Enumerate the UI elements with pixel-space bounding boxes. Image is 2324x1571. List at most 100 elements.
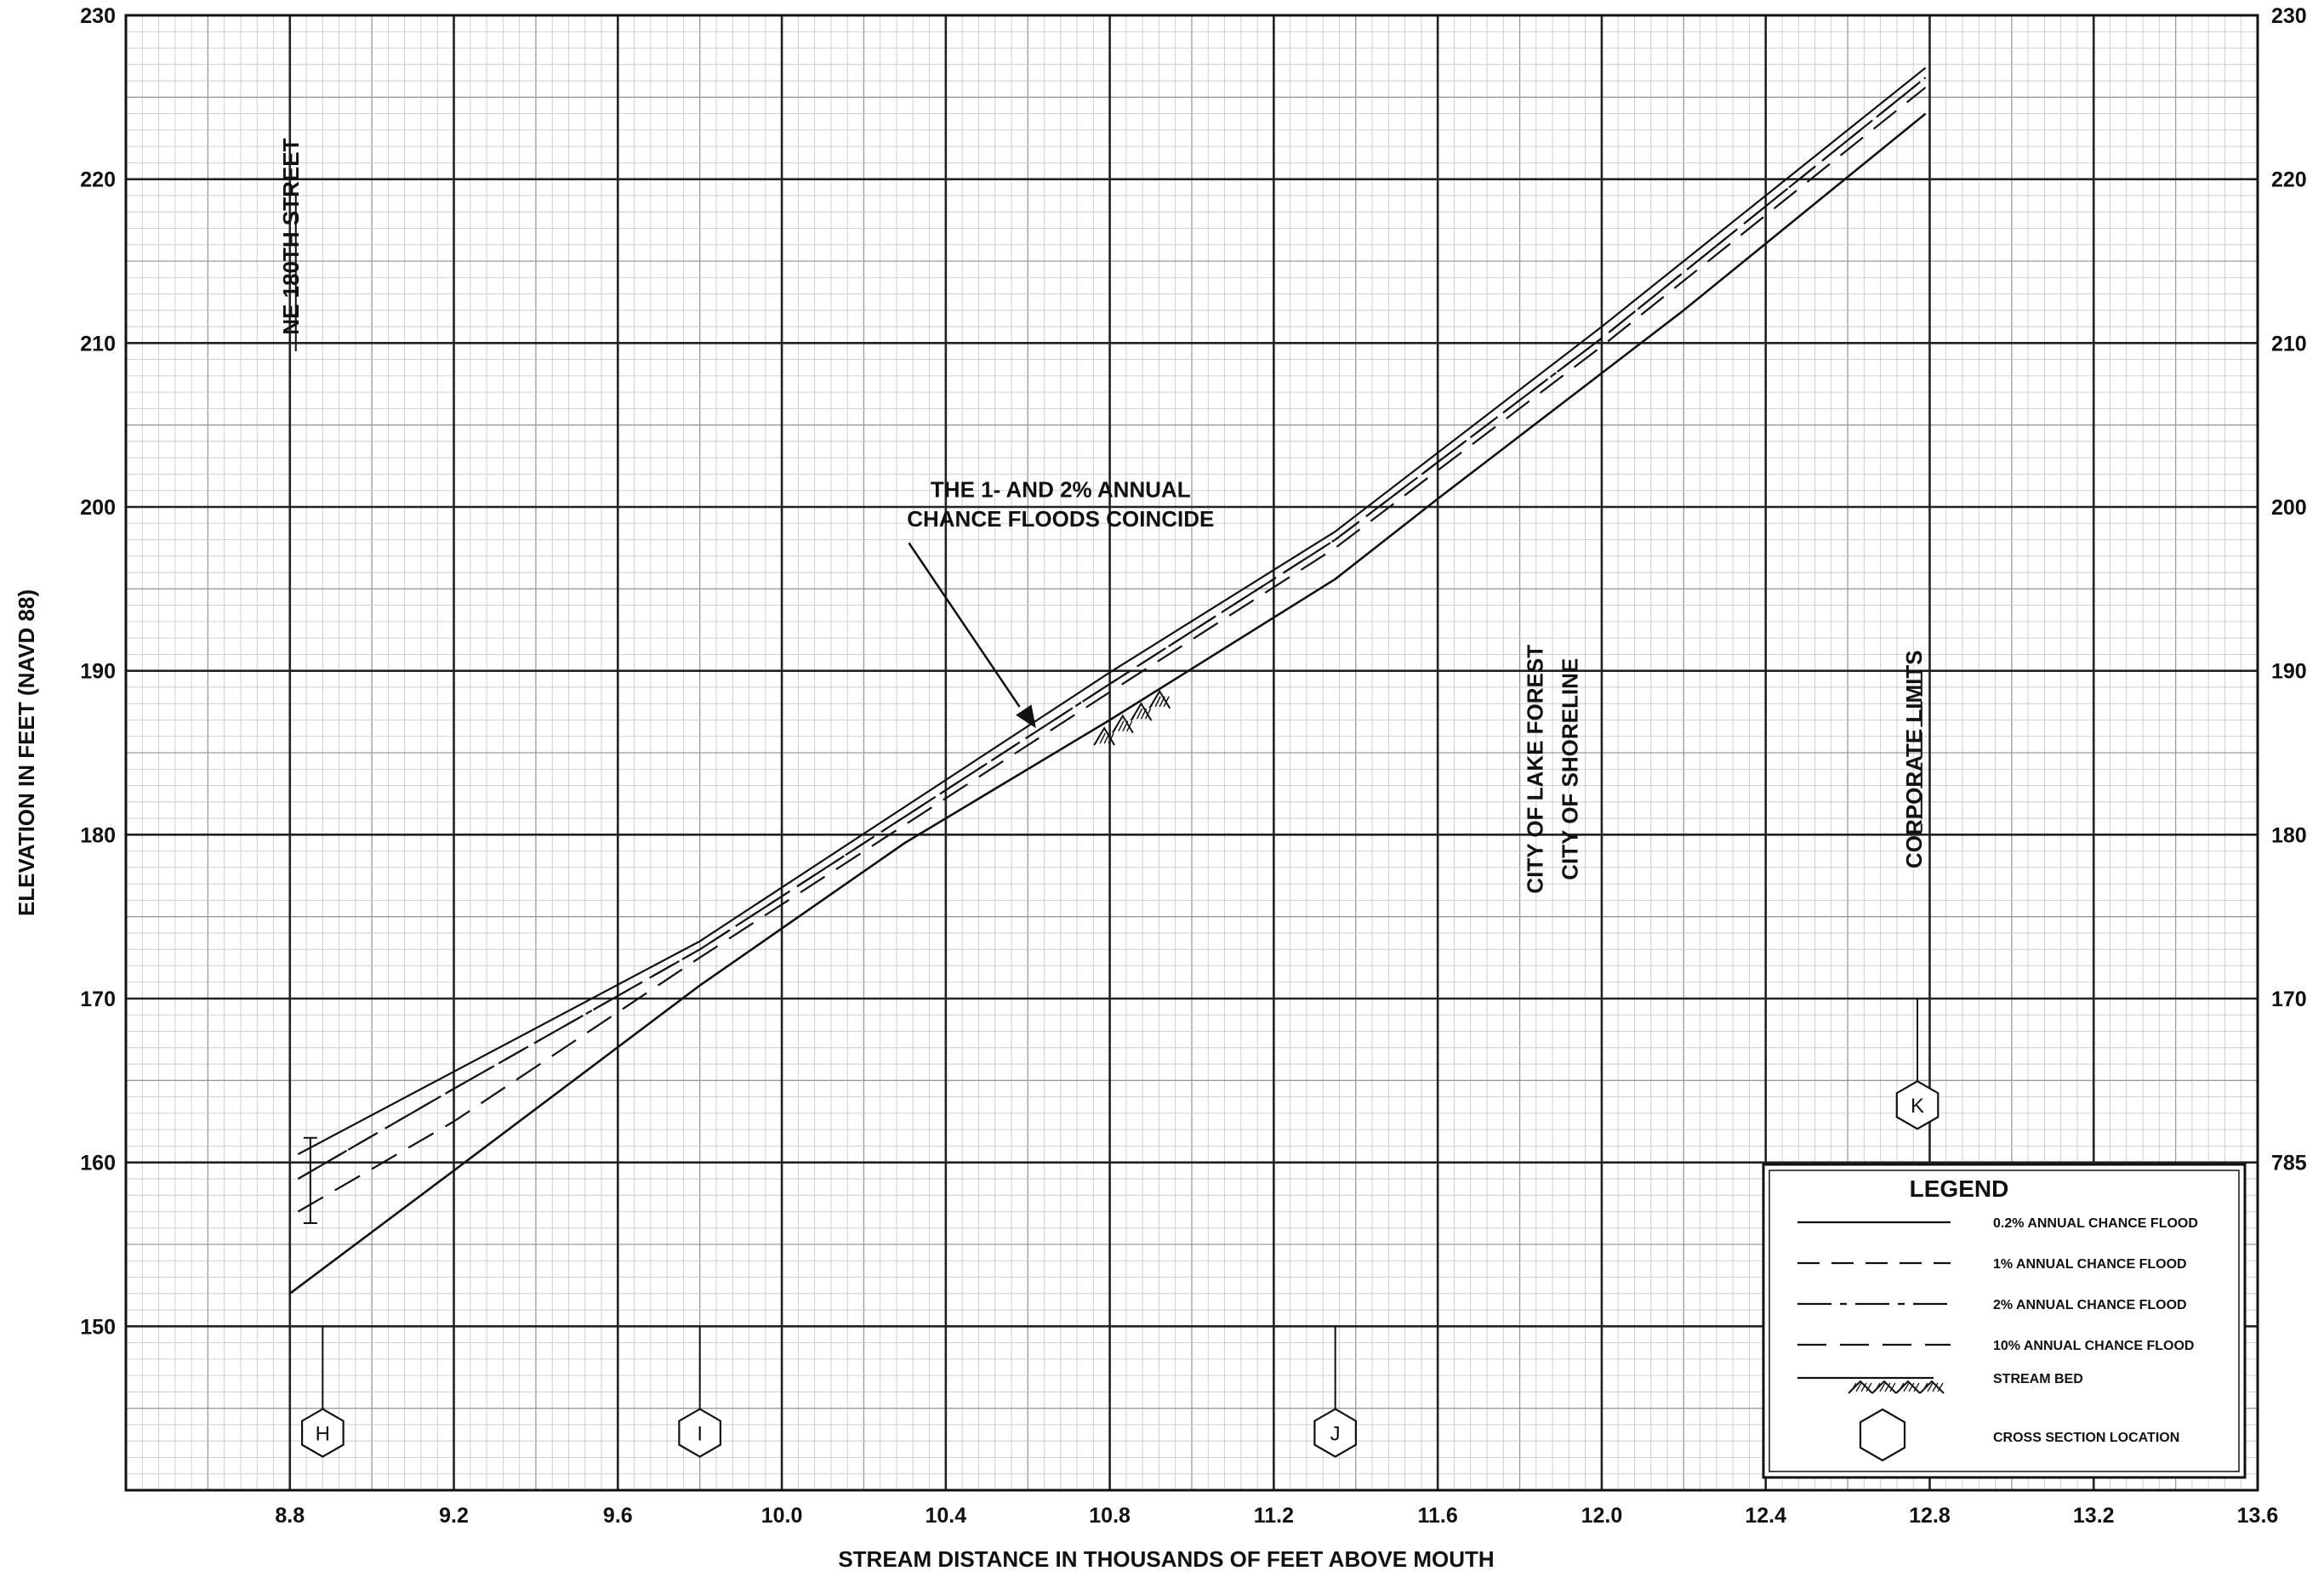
legend-box-fill bbox=[1763, 1164, 2245, 1477]
x-tick-label: 13.2 bbox=[2073, 1504, 2115, 1528]
bed-hatch-stroke bbox=[1150, 696, 1157, 708]
series-line-dash bbox=[297, 77, 1927, 1180]
bed-hatch-stroke bbox=[1108, 732, 1114, 744]
coincide-note-line2: CHANCE FLOODS COINCIDE bbox=[907, 506, 1214, 532]
bed-hatch-stroke bbox=[1099, 732, 1106, 744]
legend: LEGEND 0.2% ANNUAL CHANCE FLOOD 1% ANNUAL… bbox=[1762, 1163, 2247, 1479]
series-line-longdash bbox=[297, 86, 1927, 1213]
y-tick-label-right: 785 bbox=[2271, 1152, 2307, 1175]
y-tick-label-left: 190 bbox=[80, 660, 116, 684]
series-line-bed bbox=[289, 112, 1927, 1295]
y-tick-label-left: 180 bbox=[80, 823, 116, 847]
x-tick-label: 9.2 bbox=[439, 1504, 469, 1528]
y-axis-right-ticks: 785 170 180 190 200 210 220 230 bbox=[2271, 4, 2307, 1175]
street-label: NE 180TH STREET bbox=[278, 138, 304, 334]
x-tick-label: 12.8 bbox=[1909, 1504, 1951, 1528]
y-tick-label-right: 230 bbox=[2271, 4, 2307, 28]
legend-label: 0.2% ANNUAL CHANCE FLOOD bbox=[1993, 1216, 2198, 1231]
x-axis-ticks: 8.8 9.2 9.6 10.0 10.4 10.8 11.2 11.6 12.0 12.4 12.… bbox=[275, 1504, 2278, 1528]
y-axis-title: ELEVATION IN FEET (NAVD 88) bbox=[14, 589, 39, 916]
legend-bed-hatch-stroke bbox=[1850, 1382, 1857, 1392]
x-tick-label: 11.6 bbox=[1418, 1504, 1458, 1528]
legend-label: 2% ANNUAL CHANCE FLOOD bbox=[1993, 1298, 2187, 1312]
x-tick-label: 12.0 bbox=[1581, 1504, 1623, 1528]
x-tick-label: 13.6 bbox=[2237, 1504, 2279, 1528]
bed-hatch-stroke bbox=[1159, 696, 1165, 708]
cross-section-markers: H I J K bbox=[301, 999, 1940, 1458]
bed-hatch-stroke bbox=[1122, 720, 1129, 731]
coincide-arrow bbox=[908, 542, 1021, 708]
y-tick-label-right: 170 bbox=[2271, 988, 2307, 1011]
x-tick-label: 10.4 bbox=[926, 1504, 967, 1528]
bed-hatch-stroke bbox=[1163, 696, 1170, 708]
y-tick-label-left: 150 bbox=[80, 1315, 116, 1339]
y-tick-label-right: 200 bbox=[2271, 496, 2307, 520]
legend-inner-border bbox=[1769, 1170, 2240, 1472]
cross-section-label: H bbox=[316, 1423, 330, 1446]
cross-section-hexagon bbox=[301, 1408, 345, 1458]
bed-hatch-stroke bbox=[1118, 720, 1125, 731]
legend-bed-hatch-stroke bbox=[1855, 1382, 1862, 1392]
y-tick-label-left: 170 bbox=[80, 988, 116, 1011]
legend-bed-hatch-stroke bbox=[1898, 1382, 1905, 1392]
annotations: NE 180TH STREET THE 1- AND 2% ANNUAL CHA… bbox=[278, 138, 1927, 1224]
legend-bed-hatch-stroke bbox=[1913, 1382, 1920, 1392]
x-tick-label: 10.8 bbox=[1089, 1504, 1131, 1528]
city-lake-forest-label: CITY OF LAKE FOREST bbox=[1522, 645, 1547, 894]
corporate-limits-label: CORPORATE LIMITS bbox=[1901, 650, 1927, 868]
y-tick-label-left: 210 bbox=[80, 332, 116, 356]
cross-section-label: I bbox=[697, 1423, 703, 1446]
city-shoreline-label: CITY OF SHORELINE bbox=[1557, 658, 1582, 880]
bed-hatch-stroke bbox=[1114, 720, 1120, 731]
series-layer bbox=[289, 66, 1927, 1295]
legend-label: 1% ANNUAL CHANCE FLOOD bbox=[1993, 1257, 2187, 1272]
legend-bed-hatch-stroke bbox=[1884, 1382, 1891, 1392]
legend-bed-hatch-stroke bbox=[1908, 1382, 1915, 1392]
y-tick-label-right: 180 bbox=[2271, 823, 2307, 847]
x-axis-title: STREAM DISTANCE IN THOUSANDS OF FEET ABO… bbox=[838, 1546, 1494, 1571]
legend-items: 0.2% ANNUAL CHANCE FLOOD 1% ANNUAL CHANCE… bbox=[1797, 1216, 2198, 1462]
legend-sample-hexagon bbox=[1859, 1408, 1906, 1462]
bed-hatch-stroke bbox=[1144, 708, 1152, 720]
legend-box bbox=[1762, 1163, 2247, 1479]
x-tick-label: 9.6 bbox=[603, 1504, 633, 1528]
series-line-dashdot bbox=[297, 77, 1927, 1180]
x-tick-label: 12.4 bbox=[1745, 1504, 1786, 1528]
bed-hatch-stroke bbox=[1103, 732, 1110, 744]
major-grid bbox=[126, 15, 2258, 1490]
bed-hatch-stroke bbox=[1095, 732, 1102, 744]
x-tick-label: 10.0 bbox=[761, 1504, 803, 1528]
cross-section-label: J bbox=[1330, 1423, 1341, 1446]
coincide-arrowhead bbox=[1016, 704, 1036, 729]
plot-frame bbox=[124, 14, 2259, 1492]
legend-bed-hatch-stroke bbox=[1903, 1382, 1910, 1392]
series-line-solid bbox=[297, 66, 1927, 1155]
cross-section-hexagon bbox=[678, 1408, 722, 1458]
legend-bed-hatch-stroke bbox=[1927, 1382, 1934, 1392]
bed-hatch-stroke bbox=[1154, 696, 1161, 708]
cross-section-label: K bbox=[1911, 1095, 1924, 1118]
legend-bed-hatch-stroke bbox=[1889, 1382, 1896, 1392]
x-tick-label: 8.8 bbox=[275, 1504, 305, 1528]
legend-title: LEGEND bbox=[1910, 1175, 2009, 1202]
x-tick-label: 11.2 bbox=[1254, 1504, 1294, 1528]
legend-bed-hatch-stroke bbox=[1865, 1382, 1872, 1392]
legend-label: 10% ANNUAL CHANCE FLOOD bbox=[1993, 1339, 2194, 1353]
y-axis-left-ticks: 150 160 170 180 190 200 210 220 230 bbox=[80, 4, 116, 1339]
y-tick-label-left: 230 bbox=[80, 4, 116, 28]
cross-section-hexagon bbox=[1895, 1079, 1940, 1130]
bed-hatch-stroke bbox=[1126, 720, 1133, 731]
legend-label: STREAM BED bbox=[1993, 1372, 2083, 1386]
legend-bed-hatch-stroke bbox=[1874, 1382, 1881, 1392]
legend-bed-hatch-stroke bbox=[1860, 1382, 1867, 1392]
stream-bed-hatch bbox=[1093, 689, 1171, 746]
coincide-note-line1: THE 1- AND 2% ANNUAL bbox=[931, 476, 1191, 502]
legend-bed-hatch-stroke bbox=[1937, 1382, 1944, 1392]
y-tick-label-right: 190 bbox=[2271, 660, 2307, 684]
cross-section-hexagon bbox=[1313, 1408, 1358, 1458]
legend-bed-hatch-stroke bbox=[1932, 1382, 1939, 1392]
water-surface-bracket bbox=[303, 1136, 317, 1224]
y-tick-label-left: 220 bbox=[80, 168, 116, 192]
legend-label: CROSS SECTION LOCATION bbox=[1993, 1431, 2179, 1445]
